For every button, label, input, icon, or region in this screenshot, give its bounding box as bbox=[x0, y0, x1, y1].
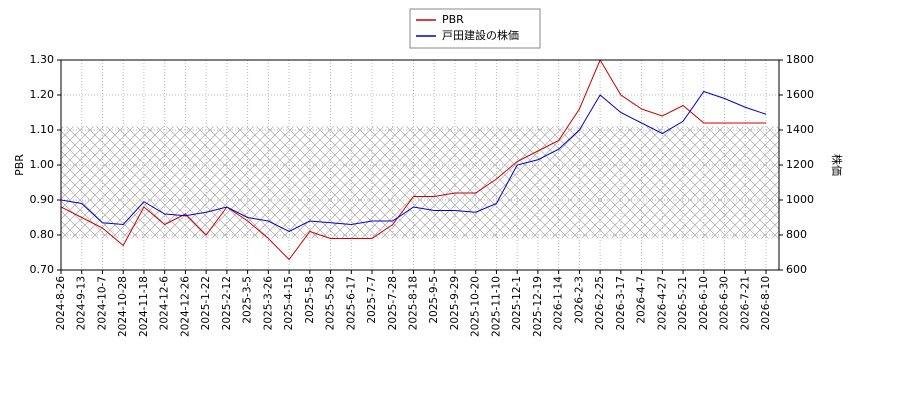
x-tick-label: 2025-3-26 bbox=[262, 276, 274, 331]
x-tick-label: 2025-7-28 bbox=[387, 276, 399, 330]
legend: PBR 戸田建設の株価 bbox=[409, 8, 541, 49]
legend-label: PBR bbox=[442, 13, 464, 26]
x-tick-label: 2025-10-20 bbox=[470, 276, 482, 337]
x-tick-label: 2026-4-7 bbox=[636, 276, 648, 324]
x-tick-label: 2024-12-26 bbox=[179, 276, 191, 337]
x-tick-label: 2025-7-7 bbox=[366, 276, 378, 324]
x-tick-label: 2026-7-21 bbox=[739, 276, 751, 330]
x-tick-label: 2026-4-27 bbox=[656, 276, 668, 330]
x-tick-label: 2025-12-19 bbox=[532, 276, 544, 337]
y-tick-label: 0.90 bbox=[30, 193, 55, 206]
x-tick-label: 2025-2-12 bbox=[221, 276, 233, 330]
x-tick-label: 2024-8-26 bbox=[55, 276, 67, 331]
x-tick-label: 2025-6-17 bbox=[345, 276, 357, 330]
y2-tick-label: 600 bbox=[786, 263, 807, 276]
x-tick-label: 2026-6-30 bbox=[719, 276, 731, 330]
x-tick-label: 2026-8-10 bbox=[760, 276, 772, 330]
legend-box bbox=[409, 8, 541, 49]
x-tick-label: 2026-3-17 bbox=[615, 276, 627, 330]
shaded-range bbox=[61, 126, 779, 239]
y-tick-label: 1.00 bbox=[30, 158, 55, 171]
series-line bbox=[61, 90, 767, 233]
x-tick-label: 2026-2-25 bbox=[594, 276, 606, 330]
x-tick-label: 2025-9-29 bbox=[449, 276, 461, 330]
axes: 0.70 0.80 0.90 1.00 1.10 1.20 1.30 600 800 1000 12… bbox=[30, 53, 815, 337]
x-tick-label: 2025-5-28 bbox=[325, 276, 337, 330]
x-tick-label: 2026-1-14 bbox=[553, 276, 565, 331]
x-tick-label: 2024-12-6 bbox=[159, 276, 171, 331]
y-tick-label: 1.20 bbox=[30, 88, 55, 101]
x-tick-label: 2025-12-1 bbox=[511, 276, 523, 330]
y2-tick-label: 800 bbox=[786, 228, 807, 241]
lines bbox=[61, 60, 767, 261]
x-tick-label: 2025-5-8 bbox=[304, 276, 316, 324]
y-axis-label: PBR bbox=[13, 154, 26, 176]
x-tick-label: 2026-6-10 bbox=[698, 276, 710, 330]
x-tick-label: 2025-11-10 bbox=[490, 276, 502, 337]
series-line bbox=[61, 60, 766, 261]
y2-tick-label: 1000 bbox=[786, 193, 814, 206]
x-tick-label: 2024-10-28 bbox=[117, 276, 129, 337]
y2-tick-label: 1200 bbox=[786, 158, 814, 171]
x-tick-label: 2024-11-18 bbox=[138, 276, 150, 337]
legend-label: 戸田建設の株価 bbox=[442, 28, 519, 42]
y2-axis-label: 株価 bbox=[830, 154, 844, 176]
x-tick-label: 2025-3-5 bbox=[242, 276, 254, 324]
x-tick-label: 2025-4-15 bbox=[283, 276, 295, 330]
y2-tick-label: 1400 bbox=[786, 123, 814, 136]
x-tick-label: 2024-9-13 bbox=[76, 276, 88, 330]
y-tick-label: 1.30 bbox=[30, 53, 55, 66]
y-tick-label: 1.10 bbox=[30, 123, 55, 136]
x-tick-label: 2026-2-3 bbox=[573, 276, 585, 324]
x-tick-label: 2025-9-5 bbox=[428, 276, 440, 324]
y-tick-label: 0.80 bbox=[30, 228, 55, 241]
x-tick-label: 2025-1-22 bbox=[200, 276, 212, 330]
y2-tick-label: 1600 bbox=[786, 88, 814, 101]
x-tick-label: 2024-10-7 bbox=[96, 276, 108, 330]
x-tick-label: 2026-5-21 bbox=[677, 276, 689, 330]
y2-tick-label: 1800 bbox=[786, 53, 814, 66]
plot-background bbox=[61, 126, 779, 239]
x-tick-label: 2025-8-18 bbox=[408, 276, 420, 330]
y-tick-label: 0.70 bbox=[30, 263, 55, 276]
